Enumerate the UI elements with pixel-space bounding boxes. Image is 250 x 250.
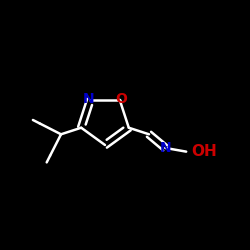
Text: N: N [83, 92, 95, 106]
Text: O: O [115, 92, 127, 106]
Text: N: N [160, 141, 171, 155]
Text: OH: OH [191, 144, 217, 159]
